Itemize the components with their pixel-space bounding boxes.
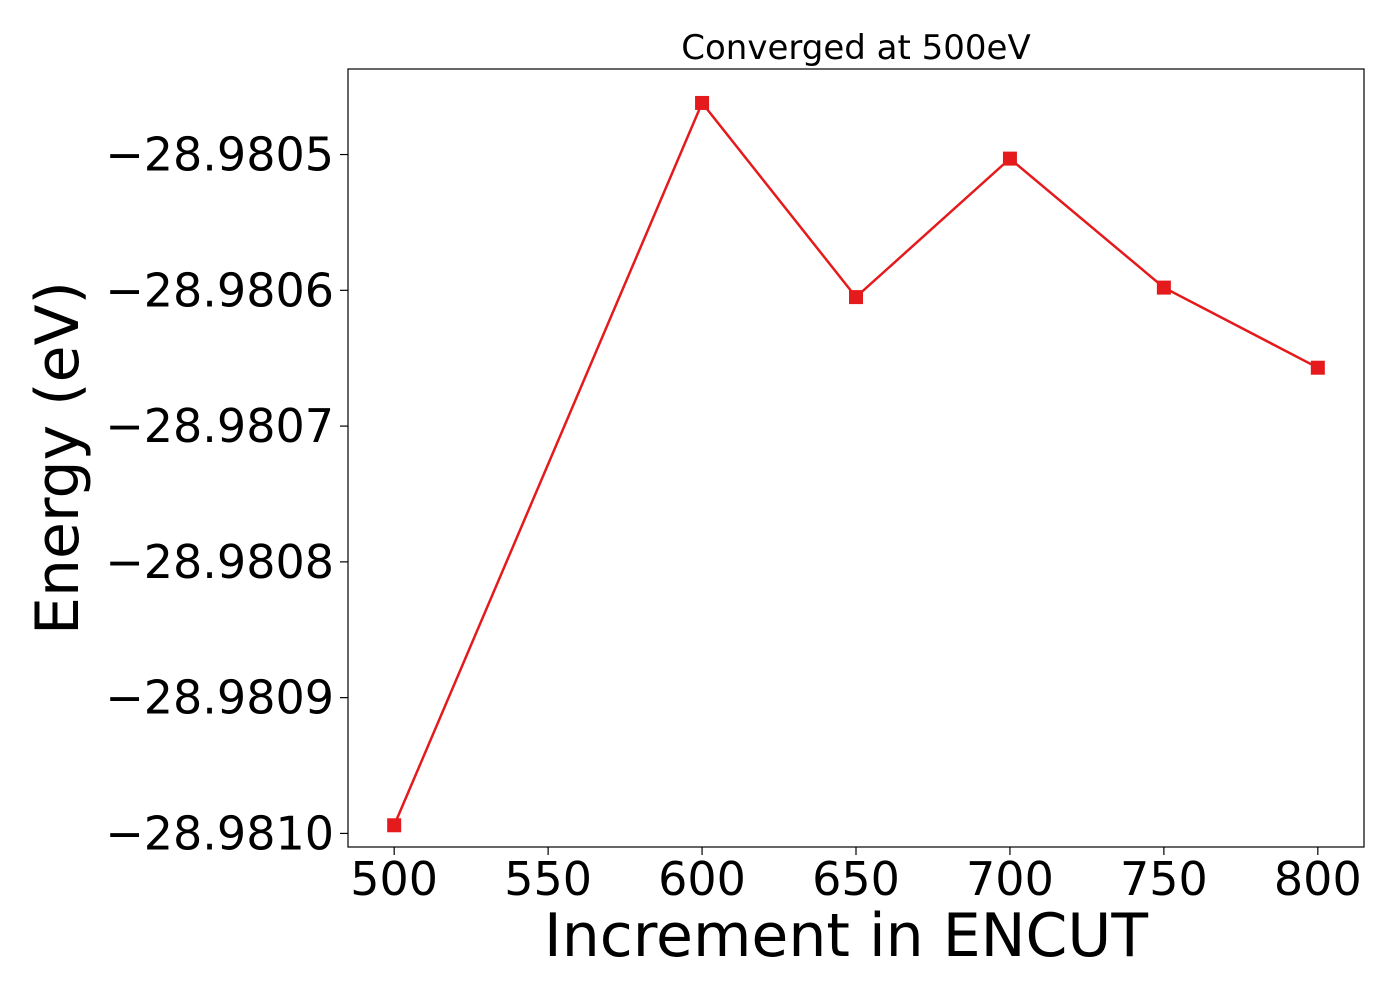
x-tick-label: 700 [966,852,1054,906]
x-tick-label: 500 [350,852,438,906]
series-layer [387,95,1325,833]
y-tick-label: −28.9807 [105,399,334,453]
series-line [393,100,1319,826]
x-tick-label: 800 [1274,852,1362,906]
x-axis-label: Increment in ENCUT [544,901,1148,971]
y-axis-label: Energy (eV) [23,281,93,635]
x-tick-label: 650 [812,852,900,906]
data-point-marker [849,290,863,305]
y-tick-label: −28.9809 [105,671,334,725]
y-tick-label: −28.9810 [105,806,334,860]
data-point-marker [695,95,710,110]
x-tick-label: 750 [1120,852,1208,906]
y-tick-label: −28.9805 [105,128,334,182]
plot-area [347,68,1365,848]
data-point-marker [1002,151,1017,166]
chart-title: Converged at 500eV [681,28,1030,68]
x-tick-label: 600 [658,852,746,906]
x-axis: 500 550 600 650 700 750 800 [350,847,1362,906]
x-tick-label: 550 [504,852,592,906]
y-axis: −28.9805 −28.9806 −28.9807 −28.9808 −28.9809… [105,128,348,860]
data-point-marker [387,818,402,833]
data-point-marker [1156,280,1171,295]
y-tick-label: −28.9806 [105,263,334,317]
y-tick-label: −28.9808 [105,535,334,589]
data-point-marker [1310,360,1325,375]
